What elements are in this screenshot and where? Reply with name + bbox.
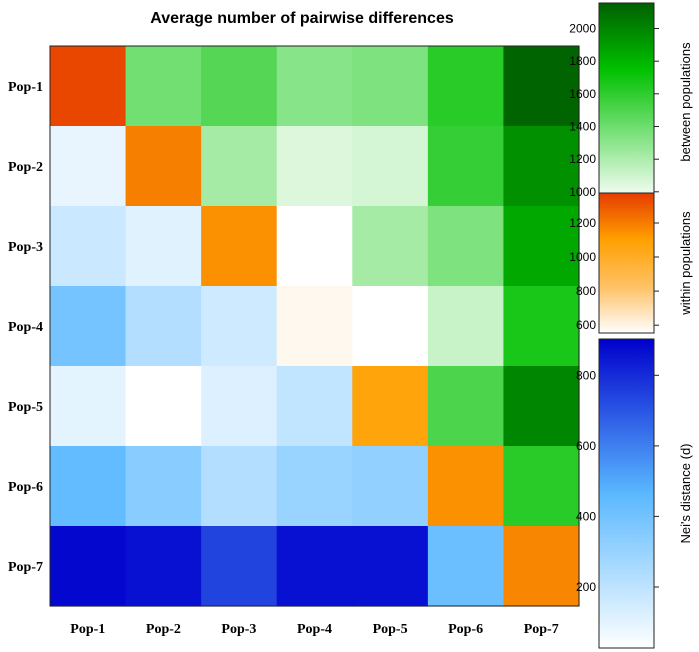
heatmap-cell — [352, 526, 429, 607]
x-tick-label: Pop-1 — [70, 622, 105, 637]
colorbar-gradient — [598, 192, 655, 334]
heatmap-cell — [125, 526, 202, 607]
x-tick-label: Pop-6 — [448, 622, 483, 637]
y-tick-label: Pop-2 — [8, 160, 43, 175]
heatmap-cell — [50, 46, 127, 127]
heatmap-cell — [201, 526, 278, 607]
heatmap-cell — [503, 526, 580, 607]
colorbar-tick-label: 2000 — [569, 22, 596, 36]
x-tick-label: Pop-4 — [297, 622, 332, 637]
colorbar-label: Nei's distance (d) — [678, 443, 693, 543]
chart-title: Average number of pairwise differences — [150, 10, 454, 27]
x-tick-label: Pop-3 — [221, 622, 256, 637]
heatmap-cell — [125, 206, 202, 287]
heatmap-cell — [503, 286, 580, 367]
y-tick-label: Pop-7 — [8, 560, 43, 575]
colorbar-tick-label: 1800 — [569, 54, 596, 68]
heatmap-cell — [352, 366, 429, 447]
colorbar-tick-label: 400 — [576, 509, 596, 523]
heatmap-cell — [201, 366, 278, 447]
heatmap-cell — [201, 286, 278, 367]
heatmap-cell — [201, 446, 278, 527]
heatmap-cell — [503, 46, 580, 127]
heatmap-cell — [352, 126, 429, 207]
heatmap-cell — [50, 126, 127, 207]
heatmap-cell — [427, 206, 505, 287]
colorbar-label: between populations — [678, 42, 693, 162]
y-tick-label: Pop-6 — [8, 480, 43, 495]
heatmap-cell — [50, 206, 127, 287]
x-tick-label: Pop-7 — [524, 622, 559, 637]
colorbar-nei: 200 400 600 800 Nei's distance (d) — [576, 338, 693, 649]
heatmap-cell — [503, 366, 580, 447]
heatmap-cell — [427, 126, 505, 207]
x-tick-label: Pop-5 — [373, 622, 408, 637]
y-tick-label: Pop-5 — [8, 400, 43, 415]
heatmap-cell — [352, 46, 429, 127]
heatmap-cell — [125, 126, 202, 207]
colorbar-tick-label: 1000 — [569, 185, 596, 199]
heatmap-cell — [276, 526, 353, 607]
y-tick-label: Pop-1 — [8, 80, 43, 95]
heatmap-cell — [503, 126, 580, 207]
colorbar-between: 1000 1200 1400 1600 1800 2000 between populati… — [569, 2, 693, 202]
heatmap-cell — [352, 446, 429, 527]
y-tick-labels: Pop-1 Pop-2 Pop-3 Pop-4 Pop-5 Pop-6 Pop-7 — [8, 80, 43, 575]
colorbar-tick-label: 1200 — [569, 152, 596, 166]
heatmap-cell — [201, 206, 278, 287]
heatmap-cell — [427, 446, 505, 527]
heatmap-cell — [427, 366, 505, 447]
heatmap-cell — [427, 286, 505, 367]
heatmap-cells — [50, 46, 580, 607]
heatmap-cell — [427, 46, 505, 127]
colorbar-tick-label: 200 — [576, 580, 596, 594]
colorbar-tick-label: 600 — [576, 318, 596, 332]
heatmap-cell — [427, 526, 505, 607]
colorbar-tick-label: 800 — [576, 284, 596, 298]
y-tick-label: Pop-4 — [8, 320, 43, 335]
colorbars: 1000 1200 1400 1600 1800 2000 between populati… — [569, 2, 693, 649]
plot-frame — [49, 45, 580, 607]
colorbar-within: 600 800 1000 1200 within populations — [569, 192, 693, 334]
colorbar-tick-label: 1600 — [569, 87, 596, 101]
colorbar-label: within populations — [678, 211, 693, 316]
colorbar-tick-label: 800 — [576, 368, 596, 382]
heatmap-cell — [50, 526, 127, 607]
colorbar-tick-label: 1000 — [569, 250, 596, 264]
heatmap-cell — [503, 206, 580, 287]
heatmap-cell — [50, 446, 127, 527]
heatmap-cell — [50, 366, 127, 447]
colorbar-gradient — [598, 338, 655, 649]
heatmap-cell — [50, 286, 127, 367]
heatmap-cell — [276, 206, 353, 287]
heatmap-cell — [352, 286, 429, 367]
heatmap-cell — [125, 286, 202, 367]
heatmap-cell — [503, 446, 580, 527]
heatmap-cell — [125, 446, 202, 527]
heatmap-cell — [276, 366, 353, 447]
heatmap-cell — [125, 46, 202, 127]
heatmap-cell — [276, 286, 353, 367]
heatmap-cell — [125, 366, 202, 447]
x-tick-labels: Pop-1 Pop-2 Pop-3 Pop-4 Pop-5 Pop-6 Pop-7 — [70, 622, 558, 637]
heatmap-cell — [352, 206, 429, 287]
heatmap-cell — [201, 46, 278, 127]
colorbar-tick-label: 1400 — [569, 120, 596, 134]
heatmap-cell — [276, 126, 353, 207]
x-tick-label: Pop-2 — [146, 622, 181, 637]
colorbar-tick-label: 1200 — [569, 216, 596, 230]
colorbar-tick-label: 600 — [576, 439, 596, 453]
heatmap-cell — [201, 126, 278, 207]
heatmap-cell — [276, 446, 353, 527]
colorbar-gradient — [598, 2, 655, 202]
y-tick-label: Pop-3 — [8, 240, 43, 255]
heatmap-cell — [276, 46, 353, 127]
